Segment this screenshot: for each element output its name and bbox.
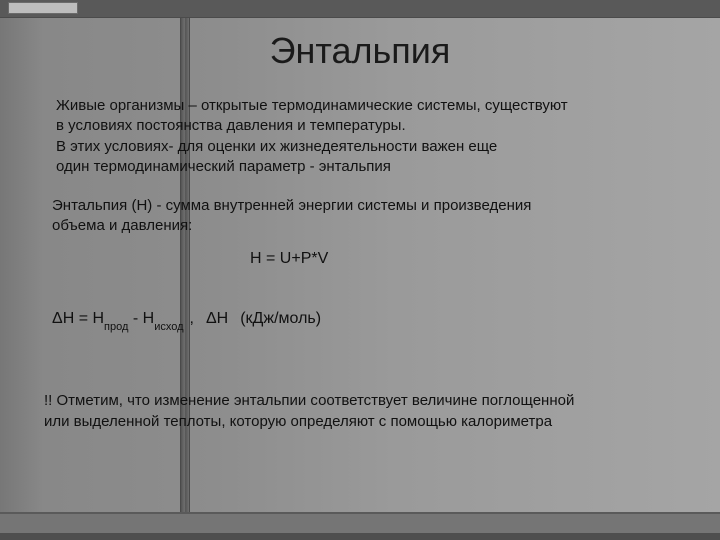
paragraph-note: !! Отметим, что изменение энтальпии соот… — [44, 390, 684, 432]
para1-line4: один термодинамический параметр - энталь… — [56, 157, 676, 177]
para2-line2: объема и давления: — [52, 216, 652, 236]
sub-prod: прод — [104, 321, 128, 333]
paragraph-definition: Энтальпия (Н) - сумма внутренней энергии… — [52, 196, 652, 237]
delta-h-symbol: ΔН — [206, 310, 228, 328]
para1-line1: Живые организмы – открытые термодинамиче… — [56, 96, 676, 116]
para1-line2: в условиях постоянства давления и темпер… — [56, 116, 676, 136]
slide-content: Энтальпия Живые организмы – открытые тер… — [0, 0, 720, 540]
sub-base: исход — [154, 321, 183, 333]
minus-h: - Н — [128, 310, 154, 327]
formula-delta-row: ΔН = Нпрод - Нисход , ΔН (кДж/моль) — [52, 310, 672, 330]
para3-line1: !! Отметим, что изменение энтальпии соот… — [44, 390, 684, 411]
units: (кДж/моль) — [240, 310, 321, 328]
delta-h-equation: ΔН = Нпрод - Нисход — [52, 310, 184, 330]
comma: , — [190, 310, 194, 328]
paragraph-intro: Живые организмы – открытые термодинамиче… — [56, 96, 676, 177]
para1-line3: В этих условиях- для оценки их жизнедеят… — [56, 137, 676, 157]
formula-main: H = U+P*V — [250, 250, 328, 268]
slide-title: Энтальпия — [0, 30, 720, 72]
para3-line2: или выделенной теплоты, которую определя… — [44, 411, 684, 432]
para2-line1: Энтальпия (Н) - сумма внутренней энергии… — [52, 196, 652, 216]
delta-lhs: ΔН = Н — [52, 310, 104, 327]
